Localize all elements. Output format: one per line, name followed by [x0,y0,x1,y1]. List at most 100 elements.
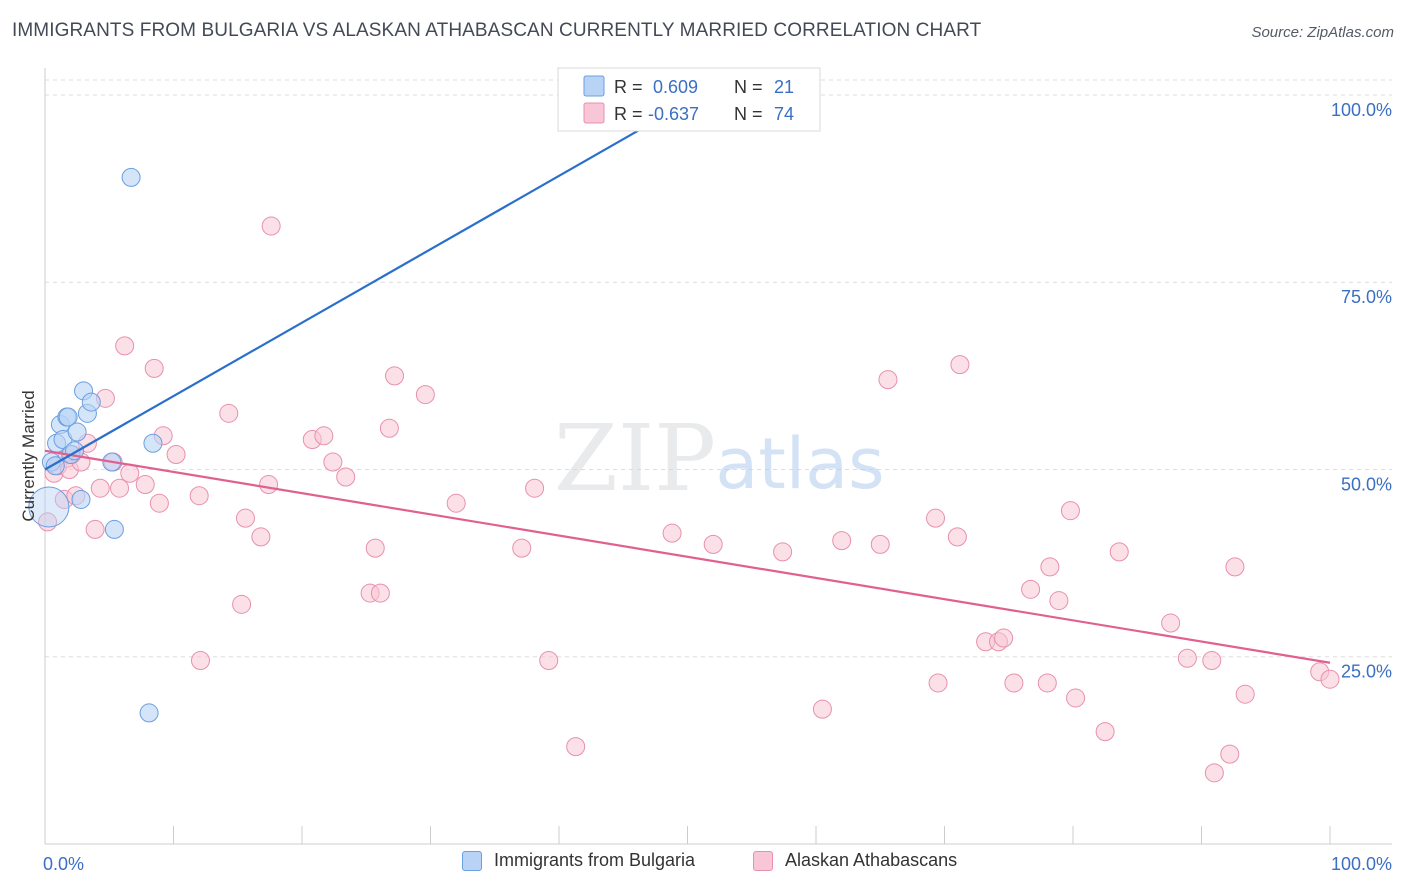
point-athabascan-43 [539,650,559,670]
point-athabascan-73 [1225,557,1245,577]
point-bulgaria-11 [71,489,91,509]
point-athabascan-60 [1021,579,1041,599]
point-athabascan-44 [566,737,586,757]
point-athabascan-26 [235,508,255,528]
point-athabascan-16 [120,463,140,483]
point-bulgaria-14 [81,392,101,412]
point-athabascan-21 [166,445,186,465]
legend-item-athabascan: Alaskan Athabascans [753,850,957,871]
point-athabascan-58 [994,628,1014,648]
legend-r-label-1: R = [614,77,643,97]
point-athabascan-33 [336,467,356,487]
point-athabascan-19 [149,493,169,513]
point-athabascan-22 [189,486,209,506]
bottom-legend: Immigrants from Bulgaria Alaskan Athabas… [0,850,1406,880]
point-athabascan-59 [1004,673,1024,693]
point-athabascan-38 [379,418,399,438]
point-athabascan-68 [1161,613,1181,633]
point-athabascan-25 [232,594,252,614]
point-athabascan-61 [1037,673,1057,693]
point-bulgaria-19 [121,167,141,187]
point-bulgaria-17 [139,703,159,723]
watermark-zip-text: ZIP [554,405,716,512]
point-athabascan-11 [90,478,110,498]
point-athabascan-40 [446,493,466,513]
legend-swatch-athabascan-bottom [753,850,773,871]
point-athabascan-28 [259,474,279,494]
point-athabascan-32 [323,452,343,472]
point-athabascan-39 [415,385,435,405]
legend-label-athabascan: Alaskan Athabascans [785,850,958,870]
point-athabascan-31 [314,426,334,446]
point-athabascan-35 [365,538,385,558]
legend-n-label-2: N = [734,104,763,124]
point-athabascan-64 [1060,501,1080,521]
point-athabascan-41 [512,538,532,558]
point-athabascan-47 [773,542,793,562]
point-athabascan-69 [1177,648,1197,668]
legend-r-value-2: -0.637 [648,104,699,124]
source-label: Source: ZipAtlas.com [1251,24,1394,41]
point-athabascan-36 [370,583,390,603]
point-athabascan-67 [1109,542,1129,562]
point-bulgaria-7 [58,407,78,427]
point-athabascan-71 [1204,763,1224,783]
legend-r-value-1: 0.609 [648,77,698,97]
point-athabascan-72 [1220,744,1240,764]
point-bulgaria-16 [104,519,124,539]
legend-item-bulgaria: Immigrants from Bulgaria [462,850,695,871]
point-athabascan-27 [251,527,271,547]
series-immigrants-from-bulgaria [28,85,665,723]
correlation-legend: R = 0.609 N = 21 R = -0.637 N = 74 [557,67,821,132]
point-athabascan-24 [219,403,239,423]
legend-r-label-2: R = [614,104,643,124]
point-athabascan-46 [703,534,723,554]
watermark: ZIP atlas [554,405,885,512]
y-tick-label-50: 50.0% [1341,474,1392,494]
point-athabascan-63 [1049,591,1069,611]
x-tick-label-100: 100.0% [1331,854,1392,874]
legend-swatch-bulgaria [583,75,605,97]
grid-lines [45,79,1392,658]
legend-label-bulgaria: Immigrants from Bulgaria [494,850,696,870]
point-athabascan-18 [144,358,164,378]
point-athabascan-55 [950,355,970,375]
y-tick-label-100: 100.0% [1331,100,1392,120]
point-athabascan-53 [928,673,948,693]
point-athabascan-15 [115,336,135,356]
tick-labels: 25.0% 50.0% 75.0% 100.0% 0.0% 100.0% [43,100,1392,874]
point-bulgaria-10 [67,422,87,442]
point-athabascan-62 [1040,557,1060,577]
point-athabascan-42 [525,478,545,498]
y-tick-label-25: 25.0% [1341,662,1392,682]
legend-swatch-bulgaria-bottom [462,850,482,871]
point-athabascan-49 [832,531,852,551]
legend-swatch-athabascan [583,102,605,124]
point-athabascan-66 [1095,722,1115,742]
point-athabascan-52 [926,508,946,528]
trend-line-athabascan [44,449,1331,664]
point-athabascan-48 [812,699,832,719]
chart-title: IMMIGRANTS FROM BULGARIA VS ALASKAN ATHA… [12,20,982,41]
point-athabascan-51 [878,370,898,390]
point-athabascan-54 [947,527,967,547]
point-bulgaria-0 [28,486,70,528]
x-tick-label-0: 0.0% [43,854,84,874]
trend-line-bulgaria [44,101,689,471]
legend-n-label-1: N = [734,77,763,97]
watermark-atlas-text: atlas [715,423,884,505]
y-tick-label-75: 75.0% [1341,287,1392,307]
point-athabascan-70 [1202,650,1222,670]
point-athabascan-37 [385,366,405,386]
point-athabascan-74 [1235,684,1255,704]
point-athabascan-23 [190,650,210,670]
y-axis-label: Currently Married [19,390,38,521]
legend-n-value-1: 21 [774,77,794,97]
point-athabascan-10 [85,519,105,539]
point-athabascan-14 [110,478,130,498]
point-athabascan-65 [1066,688,1086,708]
legend-n-value-2: 74 [774,104,794,124]
point-athabascan-17 [135,474,155,494]
point-bulgaria-18 [143,433,163,453]
